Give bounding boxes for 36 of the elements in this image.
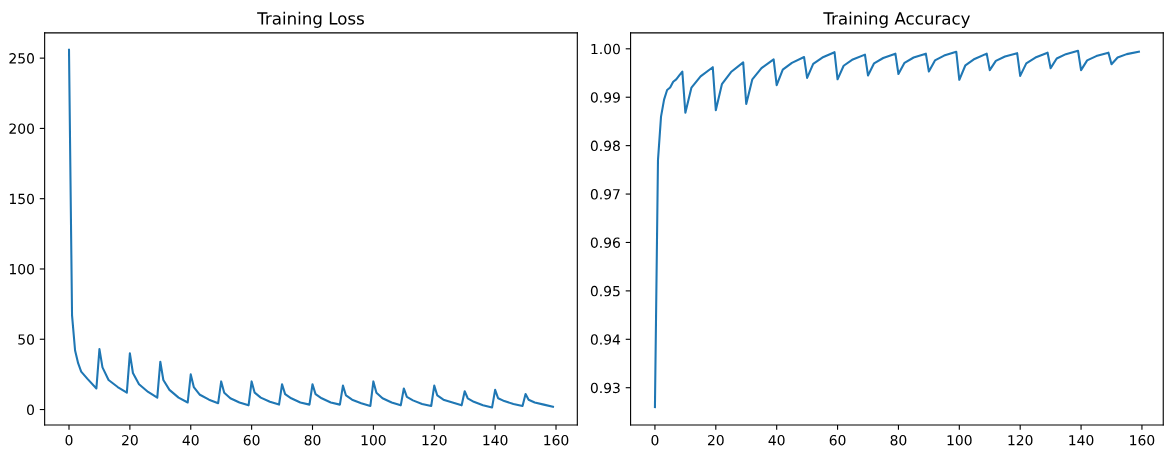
- line-series: [653, 49, 1140, 409]
- line-series: [67, 48, 555, 409]
- y-tick-label: 0.95: [590, 285, 620, 297]
- y-tick-label: 0.93: [590, 382, 620, 394]
- chart-title: Training Accuracy: [823, 11, 970, 28]
- x-tick-label: 20: [707, 434, 724, 446]
- y-tick-label: 200: [9, 123, 34, 134]
- y-tick-label: 1.00: [591, 43, 620, 55]
- y-tick-label: 250: [9, 53, 34, 64]
- x-tick-label: 80: [890, 434, 907, 446]
- x-tick-label: 80: [304, 434, 321, 446]
- y-tick-label: 0.98: [590, 140, 620, 152]
- x-tick-label: 60: [243, 434, 260, 446]
- y-tick-label: 0: [27, 404, 35, 415]
- y-tick-label: 0.97: [590, 189, 620, 200]
- y-tick-label: 50: [18, 334, 35, 345]
- x-tick-label: 60: [829, 434, 846, 446]
- x-tick-label: 0: [651, 434, 659, 446]
- x-tick-label: 0: [65, 434, 73, 446]
- x-tick-label: 120: [422, 434, 447, 446]
- x-tick-label: 160: [1130, 434, 1155, 446]
- y-tick-label: 100: [9, 263, 34, 275]
- x-tick-label: 40: [768, 434, 785, 446]
- y-tick-label: 150: [9, 193, 34, 205]
- x-tick-label: 40: [182, 434, 199, 446]
- y-tick-label: 0.99: [590, 92, 620, 103]
- y-tick-label: 0.96: [590, 237, 620, 248]
- x-tick-label: 160: [544, 434, 569, 446]
- x-tick-label: 140: [483, 434, 508, 446]
- x-tick-label: 20: [122, 434, 138, 446]
- y-tick-label: 0.94: [590, 334, 621, 345]
- x-tick-label: 100: [361, 434, 386, 446]
- chart-title: Training Loss: [257, 11, 364, 28]
- x-tick-label: 140: [1069, 434, 1094, 446]
- x-tick-label: 100: [947, 434, 972, 446]
- x-tick-label: 120: [1008, 434, 1033, 446]
